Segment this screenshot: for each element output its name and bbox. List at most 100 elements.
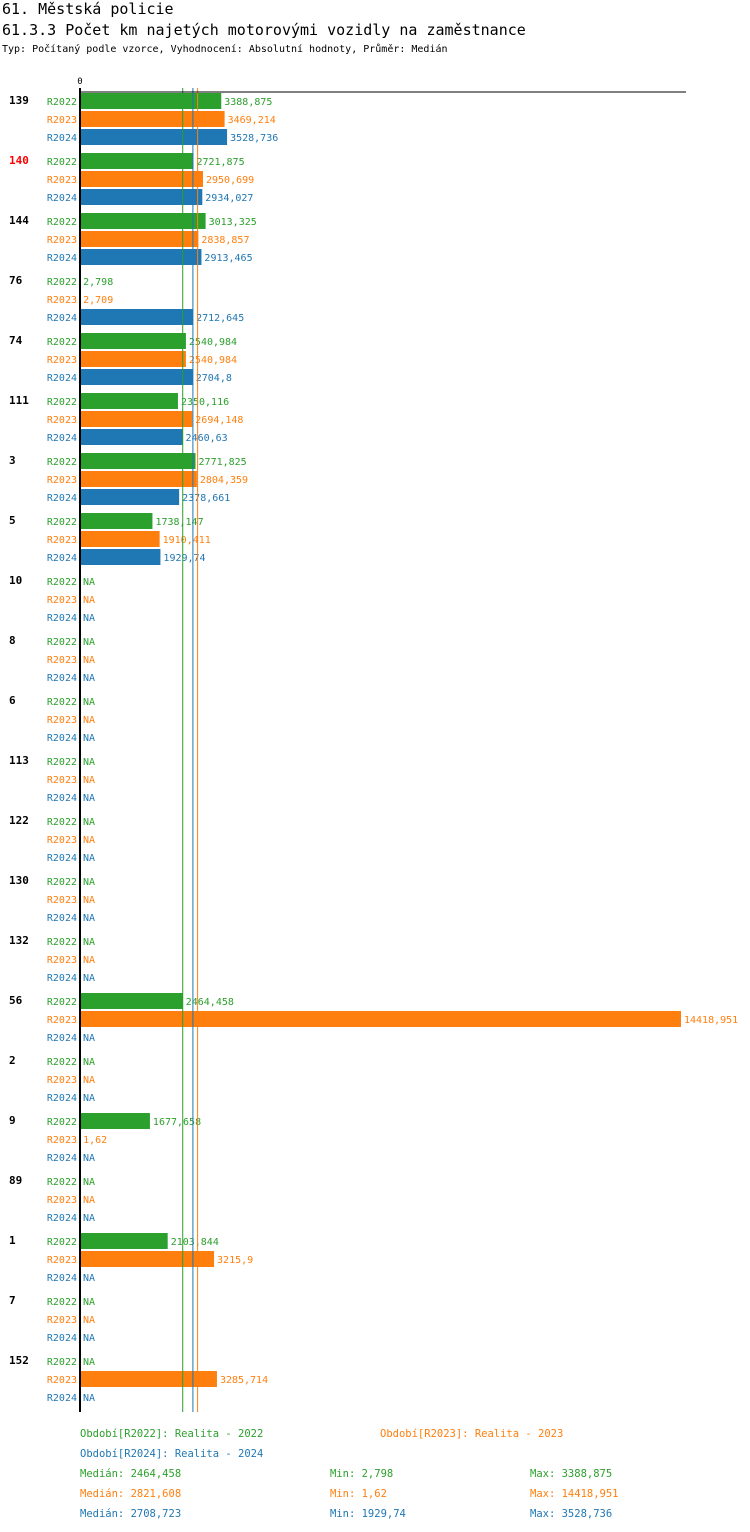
data-label: NA: [83, 1195, 95, 1206]
data-label: 1910,411: [163, 535, 211, 546]
group-label: 152: [9, 1354, 29, 1367]
series-label: R2024: [47, 913, 77, 924]
series-label: R2022: [47, 1237, 77, 1248]
group-label: 144: [9, 214, 29, 227]
data-label: 2934,027: [205, 193, 253, 204]
data-label: 3469,214: [228, 115, 276, 126]
series-label: R2022: [47, 637, 77, 648]
series-label: R2024: [47, 613, 77, 624]
group-label: 10: [9, 574, 22, 587]
group-label: 74: [9, 334, 23, 347]
series-label: R2024: [47, 493, 77, 504]
data-label: 1,62: [83, 1135, 107, 1146]
group-label: 89: [9, 1174, 22, 1187]
group-label: 132: [9, 934, 29, 947]
data-label: 2721,875: [196, 157, 244, 168]
series-label: R2023: [47, 895, 77, 906]
series-label: R2024: [47, 193, 77, 204]
data-label: 2838,857: [201, 235, 249, 246]
min-r2022: Min: 2,798: [330, 1468, 394, 1480]
series-label: R2023: [47, 235, 77, 246]
data-label: 2,798: [83, 277, 113, 288]
series-label: R2024: [47, 1033, 77, 1044]
series-label: R2022: [47, 97, 77, 108]
data-label: NA: [83, 757, 95, 768]
series-label: R2022: [47, 757, 77, 768]
data-label: NA: [83, 793, 95, 804]
data-label: NA: [83, 595, 95, 606]
data-label: 2540,984: [189, 355, 237, 366]
series-label: R2022: [47, 817, 77, 828]
series-label: R2024: [47, 1333, 77, 1344]
median-r2022: Medián: 2464,458: [80, 1468, 182, 1480]
bar-r2024: [80, 429, 183, 445]
data-label: NA: [83, 895, 95, 906]
bar-r2023: [80, 171, 203, 187]
legend-r2024: Období[R2024]: Realita - 2024: [80, 1448, 264, 1460]
group-label: 1: [9, 1234, 16, 1247]
series-label: R2022: [47, 217, 77, 228]
series-label: R2024: [47, 1093, 77, 1104]
group-label: 6: [9, 694, 16, 707]
group-label: 140: [9, 154, 29, 167]
data-label: 1677,658: [153, 1117, 201, 1128]
series-label: R2022: [47, 697, 77, 708]
bar-r2023: [80, 411, 193, 427]
group-label: 8: [9, 634, 16, 647]
bar-r2022: [80, 1113, 150, 1129]
bar-r2022: [80, 1233, 168, 1249]
data-label: 2694,148: [195, 415, 243, 426]
data-label: NA: [83, 937, 95, 948]
series-label: R2022: [47, 397, 77, 408]
data-label: NA: [83, 1273, 95, 1284]
series-label: R2024: [47, 1213, 77, 1224]
data-label: NA: [83, 877, 95, 888]
series-label: R2024: [47, 433, 77, 444]
data-label: NA: [83, 1213, 95, 1224]
data-label: 2460,63: [186, 433, 228, 444]
series-label: R2023: [47, 1075, 77, 1086]
data-label: 2540,984: [189, 337, 237, 348]
series-label: R2023: [47, 175, 77, 186]
data-label: NA: [83, 973, 95, 984]
data-label: 2,709: [83, 295, 113, 306]
series-label: R2024: [47, 373, 77, 384]
median-r2024: Medián: 2708,723: [80, 1508, 182, 1520]
data-label: NA: [83, 613, 95, 624]
series-label: R2022: [47, 1177, 77, 1188]
group-label: 139: [9, 94, 29, 107]
series-label: R2022: [47, 1117, 77, 1128]
data-label: NA: [83, 1057, 95, 1068]
chart-subtitle: 61.3.3 Počet km najetých motorovými vozi…: [2, 21, 526, 39]
series-label: R2022: [47, 1297, 77, 1308]
bar-r2023: [80, 1011, 681, 1027]
data-label: NA: [83, 1153, 95, 1164]
series-label: R2023: [47, 835, 77, 846]
data-label: NA: [83, 1033, 95, 1044]
data-label: NA: [83, 1177, 95, 1188]
data-label: NA: [83, 697, 95, 708]
bar-r2024: [80, 129, 228, 145]
group-label: 113: [9, 754, 29, 767]
series-label: R2023: [47, 115, 77, 126]
max-r2022: Max: 3388,875: [530, 1468, 613, 1480]
data-label: NA: [83, 1333, 95, 1344]
series-label: R2024: [47, 1273, 77, 1284]
series-label: R2022: [47, 457, 77, 468]
data-label: NA: [83, 1357, 95, 1368]
data-label: NA: [83, 673, 95, 684]
data-label: NA: [83, 715, 95, 726]
data-label: NA: [83, 955, 95, 966]
series-label: R2023: [47, 355, 77, 366]
min-r2023: Min: 1,62: [330, 1488, 387, 1500]
data-label: 2378,661: [182, 493, 230, 504]
max-r2023: Max: 14418,951: [530, 1488, 619, 1500]
max-r2024: Max: 3528,736: [530, 1508, 613, 1520]
series-label: R2023: [47, 1315, 77, 1326]
data-label: 3528,736: [230, 133, 278, 144]
bar-r2023: [80, 111, 225, 127]
data-label: 2950,699: [206, 175, 254, 186]
series-label: R2023: [47, 955, 77, 966]
bar-r2022: [80, 333, 186, 349]
bar-r2023: [80, 1371, 217, 1387]
